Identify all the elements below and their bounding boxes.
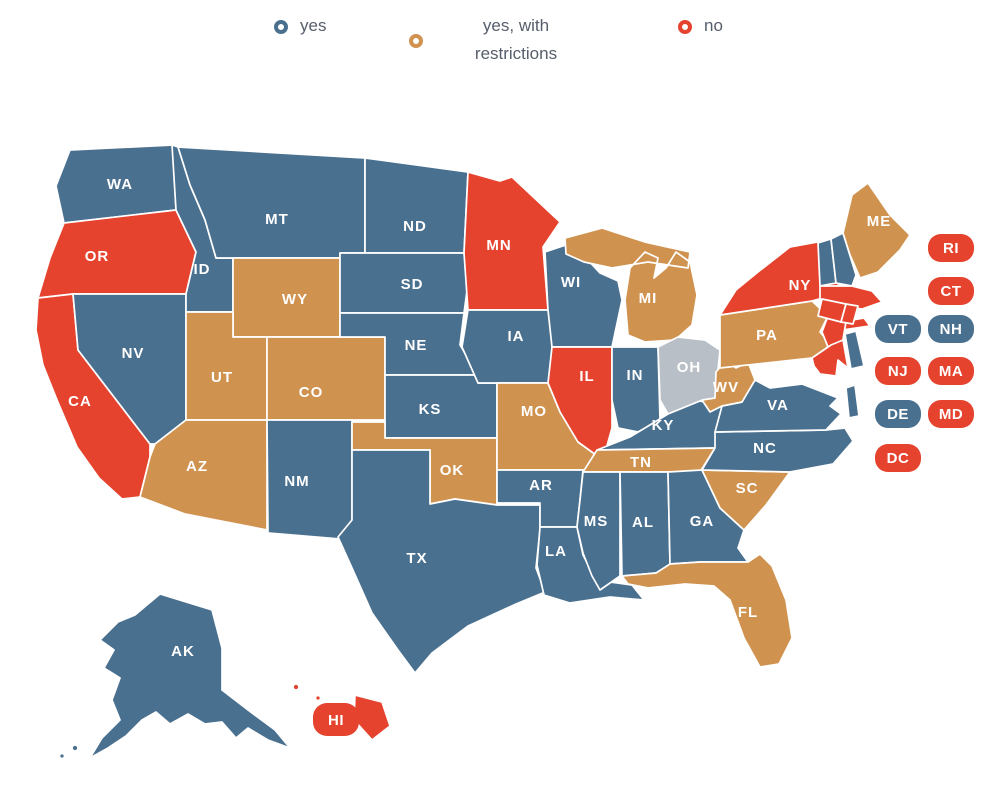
- state-box-nj[interactable]: NJ: [875, 357, 921, 385]
- legend-item-yes-with-restrictions: yes, with restrictions: [409, 16, 575, 68]
- legend-item-no: no: [678, 16, 723, 40]
- state-sd[interactable]: [339, 252, 469, 314]
- state-co[interactable]: [266, 336, 386, 421]
- state-box-hi-bg[interactable]: [313, 703, 359, 736]
- hi-big-island[interactable]: [353, 694, 391, 741]
- ak-island-icon: [71, 744, 79, 752]
- hi-island-icon: [292, 683, 300, 691]
- state-box-dc[interactable]: DC: [875, 444, 921, 472]
- state-box-ma-bg[interactable]: [928, 357, 974, 385]
- no-dot-icon: [678, 20, 692, 34]
- state-ia[interactable]: [461, 309, 556, 384]
- state-mn[interactable]: [463, 171, 561, 311]
- state-tx[interactable]: [337, 449, 546, 674]
- state-nm[interactable]: [266, 419, 353, 541]
- state-box-ri-bg[interactable]: [928, 234, 974, 262]
- state-nd[interactable]: [364, 157, 469, 254]
- state-box-md-bg[interactable]: [928, 400, 974, 428]
- small-state-boxes: RI CT VT NH NJ MA DE MD: [313, 234, 974, 736]
- state-nh[interactable]: [830, 232, 857, 287]
- state-box-ma[interactable]: MA: [928, 357, 974, 385]
- legend-label-yes-with-restrictions: yes, with restrictions: [474, 16, 558, 63]
- state-box-nh-bg[interactable]: [928, 315, 974, 343]
- state-box-md[interactable]: MD: [928, 400, 974, 428]
- state-box-ct[interactable]: CT: [928, 277, 974, 305]
- legend: yes yes, with restrictions no: [0, 0, 991, 80]
- state-me[interactable]: [842, 182, 911, 279]
- state-nc[interactable]: [701, 427, 854, 473]
- state-in[interactable]: [611, 346, 661, 433]
- state-box-vt-bg[interactable]: [875, 315, 921, 343]
- state-de[interactable]: [844, 330, 865, 370]
- state-box-ri[interactable]: RI: [928, 234, 974, 262]
- state-md[interactable]: [811, 339, 849, 377]
- state-fl[interactable]: [621, 553, 793, 668]
- state-ri[interactable]: [840, 303, 859, 325]
- state-ak[interactable]: [89, 593, 291, 759]
- state-box-de[interactable]: DE: [875, 400, 921, 428]
- yes-with-restrictions-dot-icon: [409, 34, 423, 48]
- state-box-nh[interactable]: NH: [928, 315, 974, 343]
- legend-label-yes: yes: [300, 16, 327, 35]
- state-box-nj-bg[interactable]: [875, 357, 921, 385]
- yes-dot-icon: [274, 20, 288, 34]
- state-box-ct-bg[interactable]: [928, 277, 974, 305]
- state-box-vt[interactable]: VT: [875, 315, 921, 343]
- states-layer: [35, 144, 911, 760]
- legend-item-yes: yes: [274, 16, 326, 40]
- state-or[interactable]: [37, 209, 197, 299]
- legend-label-no: no: [704, 16, 723, 35]
- state-ks[interactable]: [384, 374, 498, 439]
- state-box-hi[interactable]: HI: [313, 703, 359, 736]
- ak-island-icon: [58, 752, 66, 760]
- state-tn[interactable]: [582, 447, 716, 473]
- hi-island-icon: [314, 694, 322, 702]
- state-box-dc-bg[interactable]: [875, 444, 921, 472]
- state-box-de-bg[interactable]: [875, 400, 921, 428]
- state-wy[interactable]: [232, 257, 341, 338]
